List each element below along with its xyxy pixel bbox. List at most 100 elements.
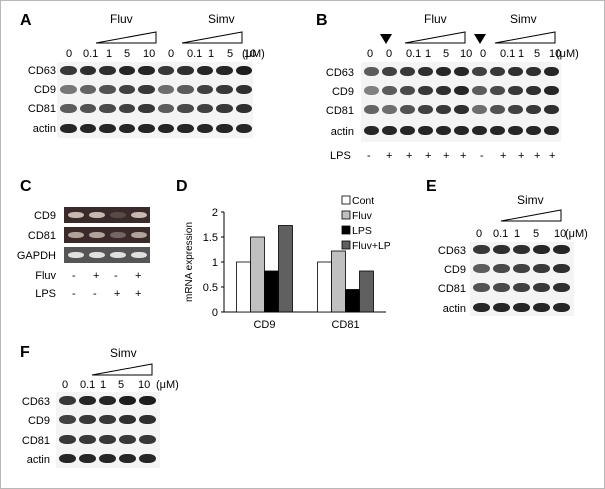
blot-band [177,85,194,94]
gel-band [89,252,105,258]
y-tick-label: 0.5 [203,282,218,294]
panel-e-lane-0: 0 [476,228,483,240]
blot-band [544,126,559,135]
y-tick-label: 2 [212,207,218,219]
blot-band [526,126,541,135]
bar-fluv-cd81 [331,250,346,313]
blot-band [79,104,96,113]
blot-band [454,126,469,135]
bar-lps-cd81 [345,289,360,313]
blot-band [493,283,510,292]
panel-c-row-cd9: CD9 [33,210,56,222]
panel-e-row-cd81: CD81 [437,283,466,295]
panel-b-lane-7: 0.1 [500,48,516,60]
blot-band [60,104,77,113]
blot-band [513,283,530,292]
y-tick-label: 0 [212,307,218,319]
blot-band [490,86,505,95]
panel-e-lane-1: 0.1 [493,228,509,240]
blot-band [382,105,397,114]
panel-f-row-actin: actin [26,454,50,466]
blot-band [235,85,252,94]
blot-band [79,415,96,424]
panel-f-row-cd9: CD9 [27,415,50,427]
panel-b-lps-label: LPS [330,150,351,162]
panel-d-letter: D [176,178,188,195]
panel-a-lane-8: 5 [227,48,234,60]
blot-band [533,245,550,254]
panel-f-lane-1: 0.1 [80,379,96,391]
blot-band [454,67,469,76]
blot-band [99,85,116,94]
blot-band [513,264,530,273]
y-axis-label: mRNA expression [184,222,195,302]
panel-b-lane-4: 5 [443,48,450,60]
blot-band [400,126,415,135]
panel-b-fluv-wedge [404,31,466,44]
panel-a-group-simv: Simv [208,12,235,26]
blot-band [418,86,433,95]
legend-swatch [341,225,351,235]
blot-band [436,126,451,135]
panel-f-blot [56,392,160,468]
blot-band [533,283,550,292]
legend-swatch [341,195,351,205]
panel-d-bar-chart: 0 0.5 1 1.5 2 mRNA expression CD9 CD81 Cont Fluv L… [184,195,390,331]
panel-a-lane-7: 1 [208,48,215,60]
blot-band [473,264,490,273]
blot-band [553,283,570,292]
panel-b-lane-10: 10 [549,48,562,60]
panel-b-lane-3: 1 [425,48,432,60]
panel-b-lps-sign-5: + [460,150,467,162]
gel-band [68,212,84,218]
panel-b-lps-sign-10: + [549,150,556,162]
panel-f-lane-4: 10 [138,379,151,391]
blot-band [59,396,76,405]
panel-a-lane-9: 10 [244,48,257,60]
blot-band [490,67,505,76]
panel-a-unit: (μM) [242,48,265,60]
blot-band [400,105,415,114]
panel-a-letter: A [20,12,32,29]
blot-band [235,66,252,75]
panel-b-lps-sign-9: + [534,150,541,162]
panel-b-arrowhead-2 [474,34,486,44]
blot-band [493,264,510,273]
blot-band [139,396,156,405]
bar-cont-cd81 [317,261,332,313]
blot-band [472,105,487,114]
panel-c-row-gapdh: GAPDH [16,250,56,262]
blot-band [472,67,487,76]
blot-band [177,66,194,75]
blot-band [436,67,451,76]
blot-band [99,415,116,424]
panel-f-unit: (μM) [156,379,179,391]
gel-strip [64,207,150,223]
panel-c-letter: C [20,178,32,195]
blot-band [364,67,379,76]
blot-band [60,85,77,94]
x-category-label: CD81 [331,319,359,331]
blot-band [235,104,252,113]
blot-band [454,105,469,114]
panel-e-lane-3: 5 [533,228,540,240]
panel-c-sign: - [114,270,118,282]
blot-band [139,435,156,444]
gel-band [68,232,84,238]
blot-band [553,245,570,254]
panel-a-lane-0: 0 [66,48,73,60]
panel-e-unit: (μM) [565,228,588,240]
blot-band [99,104,116,113]
panel-f-row-cd81: CD81 [21,435,50,447]
panel-c-treat-fluv: Fluv [35,270,56,282]
legend-label: Fluv [352,210,373,222]
blot-band [138,85,155,94]
blot-band [99,66,116,75]
panel-b-lps-sign-2: + [406,150,413,162]
blot-band [526,105,541,114]
panel-b-lane-0: 0 [367,48,374,60]
blot-band [196,66,213,75]
panel-f-lane-0: 0 [62,379,69,391]
blot-band [513,303,530,312]
legend-label: Fluv+LPS [352,240,390,252]
